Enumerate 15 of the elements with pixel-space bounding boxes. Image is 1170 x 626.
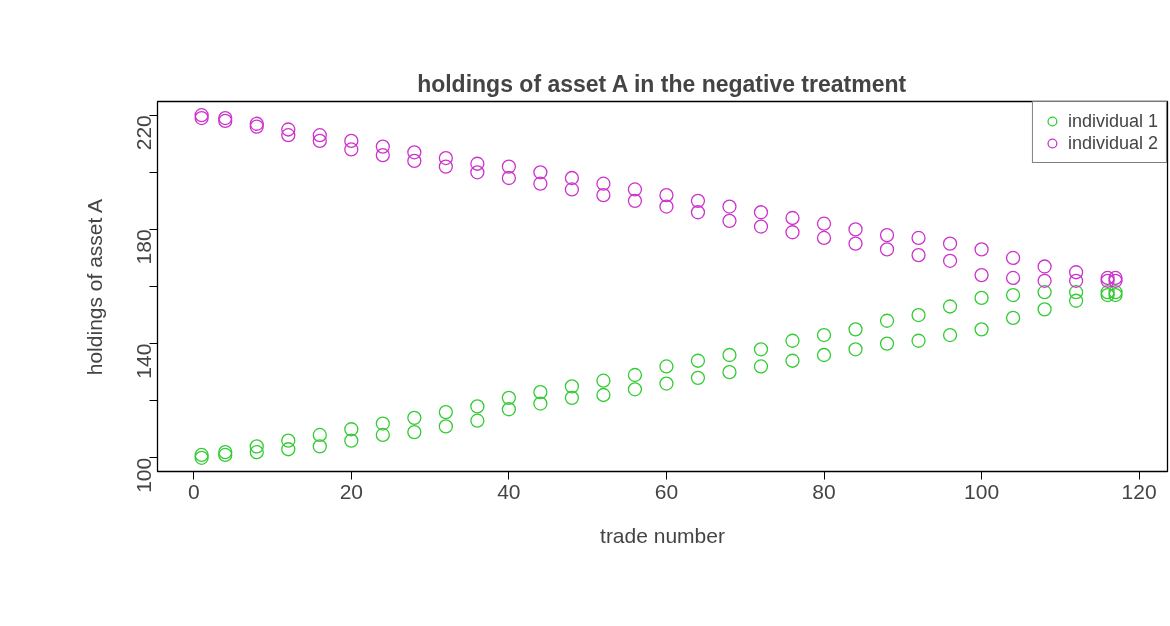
legend-label: individual 1 [1067, 110, 1158, 132]
chart-title: holdings of asset A in the negative treatment [417, 70, 907, 97]
x-tick-label: 80 [812, 479, 836, 503]
x-tick-label: 100 [964, 479, 1000, 503]
x-tick-label: 20 [339, 479, 363, 503]
x-tick-label: 60 [654, 479, 679, 503]
x-tick-label: 40 [497, 479, 521, 503]
x-axis-title: trade number [600, 523, 725, 547]
legend-label: individual 2 [1067, 132, 1158, 154]
y-tick-label: 220 [132, 115, 156, 151]
x-tick-label: 120 [1121, 479, 1157, 503]
y-axis-title: holdings of asset A [82, 198, 106, 376]
y-tick-label: 140 [132, 343, 156, 379]
y-tick-label: 180 [132, 229, 156, 265]
x-tick-label: 0 [187, 479, 200, 503]
